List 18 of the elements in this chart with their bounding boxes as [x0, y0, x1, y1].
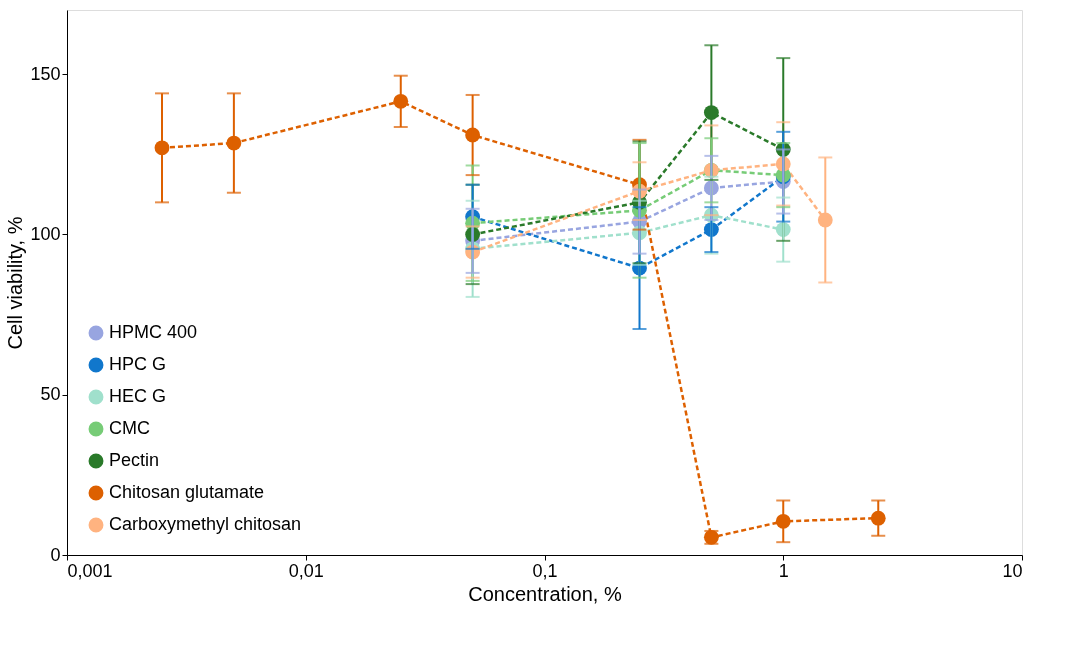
legend-label: Pectin: [109, 450, 160, 470]
y-axis-title: Cell viability, %: [4, 216, 27, 350]
y-tick-label: 0: [50, 544, 61, 565]
legend-label: HEC G: [109, 386, 167, 406]
legend-label: CMC: [109, 418, 150, 438]
legend-label: HPMC 400: [109, 322, 198, 342]
x-tick-label: 1: [778, 560, 789, 581]
x-tick-label: 0,01: [288, 560, 324, 581]
x-tick-label: 10: [1002, 560, 1023, 581]
x-tick-label: 0,001: [67, 560, 113, 581]
y-tick-label: 50: [40, 384, 61, 405]
x-axis-title: Concentration, %: [468, 582, 622, 605]
legend-label: HPC G: [109, 354, 167, 374]
y-tick-label: 100: [30, 223, 61, 244]
y-tick-label: 150: [30, 63, 61, 84]
x-tick-label: 0,1: [532, 560, 558, 581]
legend-label: Chitosan glutamate: [109, 482, 265, 502]
legend-label: Carboxymethyl chitosan: [109, 514, 302, 534]
